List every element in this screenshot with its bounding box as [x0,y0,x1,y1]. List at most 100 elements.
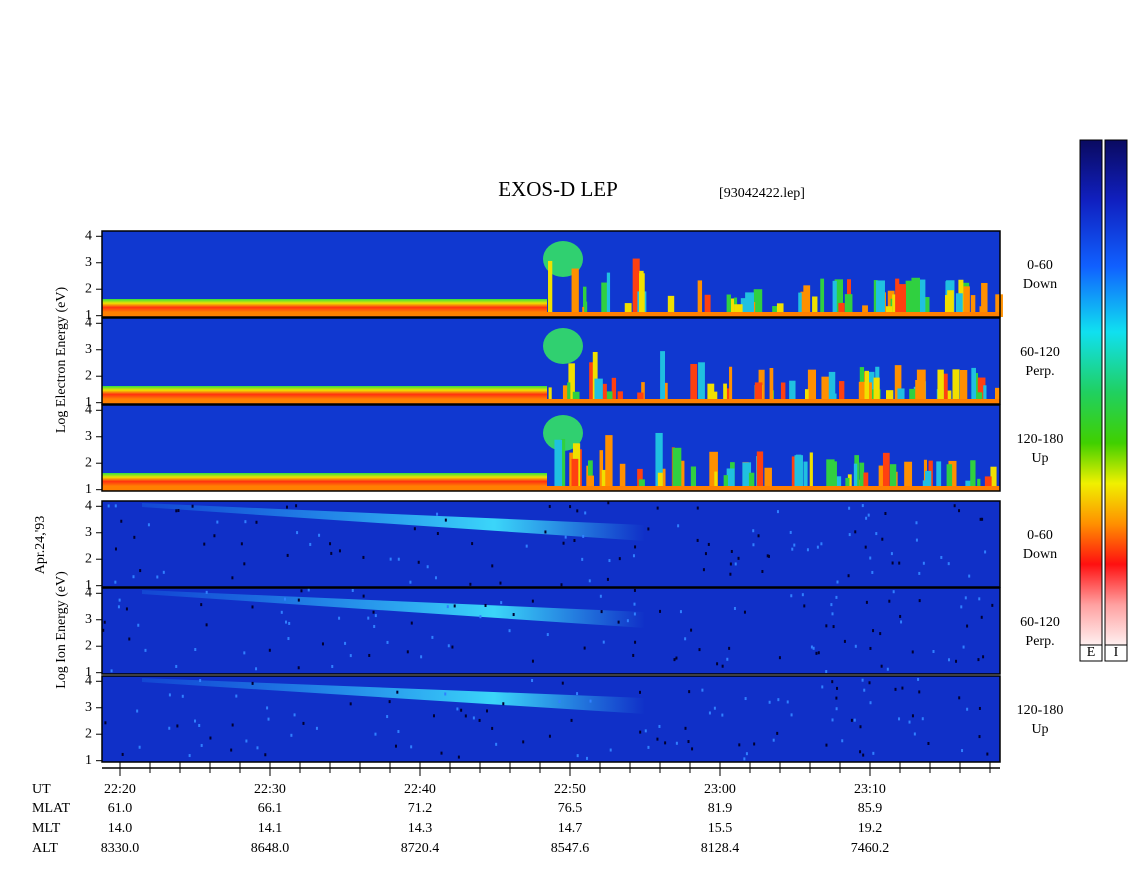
spectrogram-speckle [872,629,875,633]
spectrogram-patch [794,455,803,491]
spectrogram-speckle [918,571,921,575]
spectrogram-background [102,588,1000,674]
spectrogram-speckle [728,646,731,650]
row-label: UT [32,782,51,797]
spectrogram-speckle [307,588,310,592]
y-tick-label: 3 [85,429,92,444]
spectrogram-patch [936,461,942,491]
spectrogram-speckle [512,613,515,617]
spectrogram-floor [102,312,1000,317]
spectrogram-speckle [139,569,142,573]
spectrogram-speckle [881,537,884,541]
spectrogram-band [102,473,547,487]
spectrogram-speckle [114,580,117,584]
spectrogram-patch [882,452,890,491]
row-value: 22:20 [104,782,136,797]
spectrogram-speckle [664,741,667,745]
y-tick-label: 2 [85,455,92,470]
spectrogram-speckle [816,545,819,549]
spectrogram-speckle [283,597,286,601]
spectrogram-patch [859,462,865,491]
file-name: [93042422.lep] [719,186,805,201]
spectrogram-speckle [175,664,178,668]
spectrogram-speckle [285,505,288,509]
y-tick-label: 1 [85,395,92,410]
spectrogram-speckle [871,570,874,574]
spectrogram-speckle [617,620,620,624]
spectrogram-speckle [268,648,271,652]
spectrogram-speckle [684,637,687,641]
spectrogram-speckle [318,533,321,537]
spectrogram-speckle [684,726,687,730]
panel-frame [101,230,1001,318]
spectrogram-speckle [558,700,561,704]
spectrogram-speckle [464,714,467,718]
spectrogram-speckle [832,625,835,629]
spectrogram-speckle [737,556,740,560]
spectrogram-speckle [255,520,258,524]
spectrogram-patch [965,480,973,491]
spectrogram-speckle [978,735,981,739]
y-tick-label: 4 [85,316,92,331]
spectrogram-speckle [922,561,925,565]
spectrogram-speckle [137,623,140,627]
spectrogram-speckle [194,648,197,652]
spectrogram-patch [690,466,697,491]
spectrogram-speckle [338,549,341,553]
spectrogram-speckle [633,588,636,592]
spectrogram-speckle [176,724,179,728]
spectrogram-speckle [777,698,780,702]
panel-frame [101,317,1001,405]
spectrogram-speckle [768,700,771,704]
spectrogram-speckle [850,718,853,722]
spectrogram-speckle [168,693,171,697]
spectrogram-blob [543,328,583,364]
spectrogram-speckle [761,569,764,573]
spectrogram-speckle [647,745,650,749]
spectrogram-patch [873,377,880,404]
spectrogram-speckle [389,557,392,561]
spectrogram-speckle [102,628,105,632]
y-tick-label: 4 [85,499,92,514]
spectrogram-speckle [734,562,737,566]
panel-range: 120-180 [1017,432,1064,447]
row-value: 66.1 [258,801,283,816]
spectrogram-patch [832,280,837,317]
y-tick-label: 1 [85,482,92,497]
spectrogram-patch [756,451,764,491]
spectrogram-speckle [677,524,680,528]
spectrogram-speckle [947,562,950,566]
spectrogram-speckle [753,742,756,746]
y-tick-label: 4 [85,403,92,418]
spectrogram-speckle [900,620,903,624]
y-tick-label: 2 [85,368,92,383]
date-label: Apr.24,'93 [33,516,48,575]
spectrogram-patch [637,392,644,404]
spectrogram-patch [632,258,640,317]
spectrogram-speckle [830,603,833,607]
spectrogram-patch [812,296,818,317]
spectrogram-speckle [825,670,828,674]
colorbar-label-box [1104,644,1128,662]
spectrogram-speckle [500,601,503,605]
spectrogram-speckle [772,738,775,742]
spectrogram-patch [586,475,595,491]
panel-frame [101,675,1001,763]
spectrogram-speckle [446,605,449,609]
spectrogram-patch [562,385,571,404]
spectrogram-patch [780,382,786,404]
spectrogram-patch [894,365,902,404]
spectrogram-speckle [582,534,585,538]
spectrogram-patch [821,376,830,404]
spectrogram-speckle [894,687,897,691]
spectrogram-speckle [886,667,889,671]
spectrogram-patch [571,268,579,317]
spectrogram-speckle [349,654,352,658]
y-tick-label: 3 [85,525,92,540]
spectrogram-speckle [147,523,150,527]
spectrogram-speckle [836,580,839,584]
row-value: 8330.0 [101,841,140,856]
panel-range: 0-60 [1027,258,1053,273]
spectrogram-speckle [675,741,678,745]
spectrogram-patch [889,464,897,491]
